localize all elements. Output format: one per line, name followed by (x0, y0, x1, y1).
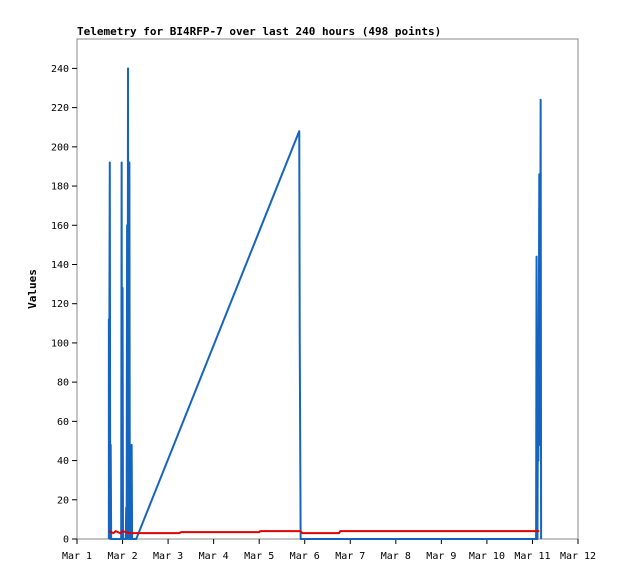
y-tick-label: 180 (51, 182, 69, 193)
y-tick-label: 80 (57, 378, 69, 389)
series-group (107, 67, 543, 540)
y-tick-label: 220 (51, 103, 69, 114)
y-tick-label: 120 (51, 299, 69, 310)
x-tick-label: Mar 12 (560, 551, 596, 562)
y-tick-label: 240 (51, 64, 69, 75)
x-tick-label: Mar 3 (153, 551, 183, 562)
x-tick-label: Mar 1 (62, 551, 92, 562)
series-line-1 (108, 530, 540, 535)
plot-frame (76, 38, 579, 540)
chart-title: Telemetry for BI4RFP-7 over last 240 hou… (77, 25, 441, 38)
x-tick-label: Mar 4 (199, 551, 229, 562)
x-tick-label: Mar 6 (290, 551, 320, 562)
x-tick-label: Mar 10 (469, 551, 505, 562)
x-tick-label: Mar 11 (514, 551, 550, 562)
y-tick-label: 0 (63, 535, 69, 546)
y-axis: 0 20 40 60 80 100 120 140 160 180 200 220 240 (51, 64, 77, 546)
y-axis-label: Values (26, 269, 39, 309)
x-tick-label: Mar 2 (107, 551, 137, 562)
x-axis: Mar 1 Mar 2 Mar 3 Mar 4 Mar 5 Mar 6 Mar 7 Mar 8… (62, 539, 596, 562)
y-tick-label: 160 (51, 221, 69, 232)
y-tick-label: 140 (51, 260, 69, 271)
y-tick-label: 40 (57, 456, 69, 467)
x-tick-label: Mar 8 (381, 551, 411, 562)
series-line-0 (107, 67, 543, 540)
x-tick-label: Mar 7 (335, 551, 365, 562)
y-tick-label: 20 (57, 495, 69, 506)
y-tick-label: 200 (51, 142, 69, 153)
x-tick-label: Mar 5 (244, 551, 274, 562)
y-tick-label: 100 (51, 338, 69, 349)
x-tick-label: Mar 9 (426, 551, 456, 562)
y-tick-label: 60 (57, 417, 69, 428)
